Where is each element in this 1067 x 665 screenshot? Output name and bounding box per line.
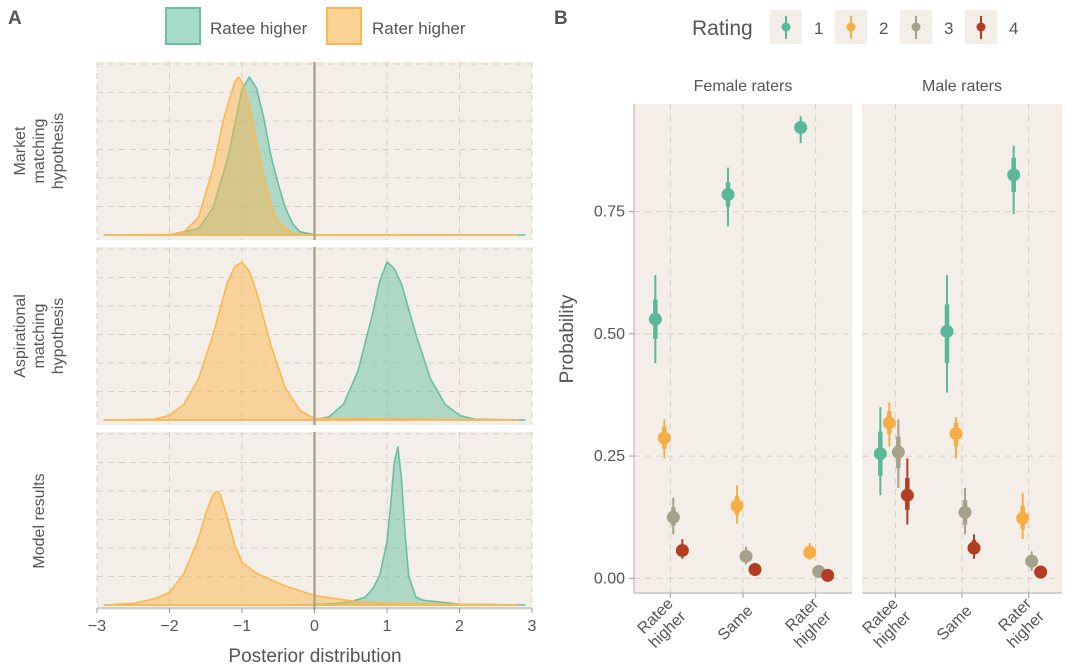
point-rating-2 bbox=[657, 431, 671, 445]
density-facet-aspirational: Aspirational matching hypothesis bbox=[12, 247, 533, 425]
x-category-label-line: Same bbox=[934, 602, 976, 644]
point-rating-4 bbox=[675, 543, 689, 557]
x-tick-label: −2 bbox=[160, 618, 178, 635]
point-rating-1 bbox=[873, 447, 887, 461]
y-tick-label: 0.00 bbox=[594, 570, 625, 587]
legend-key-rating-2: 2 bbox=[835, 10, 888, 44]
x-category-label: Rateehigher bbox=[633, 595, 690, 652]
legend-key-rating-3: 3 bbox=[900, 10, 953, 44]
x-category-label: Rateehigher bbox=[858, 595, 915, 652]
legend-key-point bbox=[846, 22, 856, 32]
probability-facet-male: Male raters Rateehigher Same Raterhigher bbox=[858, 78, 1062, 652]
density-area-rater-higher bbox=[103, 76, 519, 236]
legend-label-rating-2: 2 bbox=[879, 19, 888, 38]
y-tick-label: 0.75 bbox=[594, 204, 625, 221]
point-rating-3 bbox=[1025, 554, 1039, 568]
panel-a-x-axis-title: Posterior distribution bbox=[228, 646, 401, 665]
facet-label-line: Market bbox=[12, 126, 29, 175]
legend-key-point bbox=[781, 22, 791, 32]
x-category-label: Same bbox=[715, 602, 757, 644]
rating-legend-keys: 1 2 3 4 bbox=[770, 10, 1018, 44]
point-rating-3 bbox=[958, 505, 972, 519]
legend-key-rating-4: 4 bbox=[965, 10, 1018, 44]
legend-swatch-rater bbox=[326, 7, 362, 45]
panel-a-letter: A bbox=[8, 8, 22, 29]
legend-key-point bbox=[976, 22, 986, 32]
legend-label-rating-1: 1 bbox=[814, 19, 823, 38]
panel-a-legend: Ratee higher Rater higher bbox=[165, 7, 466, 45]
probability-facet-female: Female raters Rateehigher Same Raterhigher bbox=[633, 78, 852, 652]
point-rating-4 bbox=[967, 541, 981, 555]
point-rating-2 bbox=[803, 545, 817, 559]
panel-b-legend: Rating 1 2 3 4 bbox=[692, 10, 1018, 44]
point-rating-4 bbox=[821, 568, 835, 582]
legend-swatch-ratee bbox=[165, 7, 201, 45]
density-facet-model: Model results bbox=[31, 432, 533, 610]
point-rating-4 bbox=[1034, 565, 1048, 579]
legend-label-ratee: Ratee higher bbox=[210, 19, 308, 38]
point-rating-1 bbox=[721, 187, 735, 201]
panel-b-y-axis-title: Probability bbox=[557, 294, 578, 383]
facet-strip-title: Female raters bbox=[694, 78, 793, 95]
legend-label-rating-3: 3 bbox=[944, 19, 953, 38]
x-category-label: Raterhigher bbox=[779, 595, 836, 652]
x-tick-label: −3 bbox=[88, 618, 106, 635]
x-tick-label: 1 bbox=[383, 618, 392, 635]
x-tick-label: −1 bbox=[233, 618, 251, 635]
legend-title-rating: Rating bbox=[692, 17, 753, 40]
facet-label-line: hypothesis bbox=[50, 298, 67, 375]
point-rating-3 bbox=[891, 445, 905, 459]
x-category-label: Raterhigher bbox=[992, 595, 1049, 652]
point-rating-2 bbox=[882, 416, 896, 430]
facet-label-line: matching bbox=[31, 304, 48, 369]
point-rating-2 bbox=[1016, 511, 1030, 525]
point-rating-1 bbox=[794, 120, 808, 134]
facet-label-line: Aspirational bbox=[12, 294, 29, 378]
x-category-label: Same bbox=[934, 602, 976, 644]
point-rating-4 bbox=[748, 563, 762, 577]
facet-label-line: hypothesis bbox=[50, 113, 67, 190]
x-tick-label: 3 bbox=[528, 618, 537, 635]
facet-label-line: Model results bbox=[31, 473, 48, 568]
point-rating-2 bbox=[949, 427, 963, 441]
y-tick-label: 0.25 bbox=[594, 448, 625, 465]
facet-strip-title: Male raters bbox=[922, 78, 1002, 95]
density-area-rater-higher bbox=[103, 261, 519, 421]
legend-key-rating-1: 1 bbox=[770, 10, 823, 44]
density-facet-market: Market matching hypothesis bbox=[12, 62, 533, 240]
point-rating-3 bbox=[666, 510, 680, 524]
density-area-rater-higher bbox=[103, 490, 519, 606]
x-tick-label: 2 bbox=[455, 618, 464, 635]
panel-b-letter: B bbox=[554, 8, 568, 29]
y-tick-label: 0.50 bbox=[594, 326, 625, 343]
point-rating-2 bbox=[730, 499, 744, 513]
legend-label-rater: Rater higher bbox=[372, 19, 466, 38]
x-category-label-line: Same bbox=[715, 602, 757, 644]
point-rating-4 bbox=[900, 488, 914, 502]
facet-label-line: matching bbox=[31, 119, 48, 184]
x-tick-label: 0 bbox=[310, 618, 319, 635]
point-rating-1 bbox=[648, 312, 662, 326]
point-rating-1 bbox=[1007, 168, 1021, 182]
legend-label-rating-4: 4 bbox=[1009, 19, 1018, 38]
point-rating-3 bbox=[739, 549, 753, 563]
legend-key-point bbox=[911, 22, 921, 32]
point-rating-1 bbox=[940, 324, 954, 338]
